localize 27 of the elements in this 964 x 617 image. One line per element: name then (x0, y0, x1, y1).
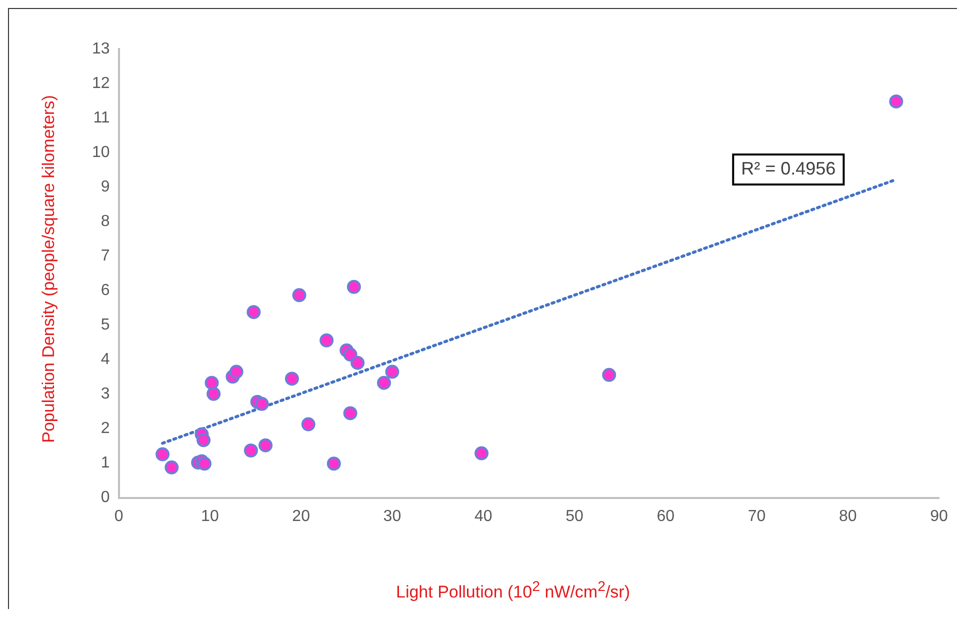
y-tick-label: 6 (100, 282, 110, 300)
y-tick-label: 1 (100, 454, 110, 472)
x-tick-label: 80 (838, 508, 857, 525)
y-axis-title: Population Density (people/square kilometers) (39, 95, 59, 443)
x-tick-label: 40 (474, 508, 492, 525)
x-axis-title: Light Pollution (10$^{2}$ nW/cm$^{2}$/sr) (395, 579, 631, 603)
y-tick-label: 2 (100, 420, 110, 438)
y-tick-label: 13 (92, 40, 110, 58)
y-tick-label: 7 (100, 248, 110, 265)
x-tick-label: 30 (383, 508, 402, 525)
y-tick-label: 3 (100, 386, 110, 403)
x-tick-label: 90 (930, 508, 948, 525)
x-tick-label: 50 (566, 508, 584, 525)
y-tick-label: 0 (100, 489, 110, 506)
x-tick-label: 0 (114, 508, 124, 525)
y-tick-label: 12 (92, 74, 110, 92)
x-tick-label: 60 (656, 508, 675, 525)
x-tick-label: 10 (201, 508, 219, 525)
y-tick-label: 11 (93, 109, 110, 126)
y-tick-label: 9 (100, 178, 110, 196)
y-tick-label: 8 (100, 213, 110, 230)
x-tick-label: 20 (292, 508, 310, 525)
annotation: R² = 0.4956 (741, 158, 836, 178)
y-tick-label: 4 (100, 351, 110, 368)
x-tick-label: 70 (748, 508, 766, 525)
y-tick-label: 5 (100, 316, 110, 334)
y-tick-label: 10 (92, 144, 110, 161)
